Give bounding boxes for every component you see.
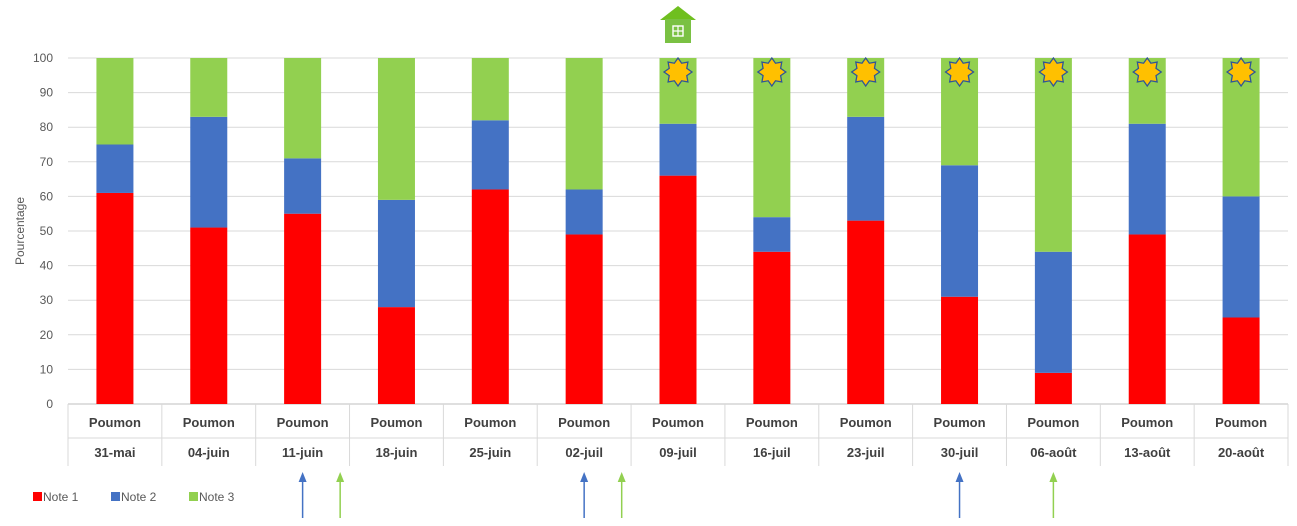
bar-segment (659, 175, 697, 404)
bar-segment (377, 307, 415, 404)
y-axis-label: Pourcentage (13, 197, 27, 265)
bar-segment (565, 58, 603, 190)
bar-segment (190, 58, 228, 117)
x-tick-label: Poumon (183, 415, 235, 430)
star-icon (1038, 56, 1069, 88)
bar-segment (847, 220, 885, 404)
bar-segment (565, 189, 603, 235)
x-tick-label: 23-juil (847, 445, 885, 460)
x-tick-label: Poumon (746, 415, 798, 430)
arrow-icon (1049, 472, 1058, 518)
legend-label: Note 1 (43, 490, 79, 504)
legend-label: Note 2 (121, 490, 157, 504)
y-tick-label: 70 (40, 155, 54, 169)
bar-segment (1034, 372, 1072, 404)
x-tick-label: Poumon (1027, 415, 1079, 430)
bar-segment (1222, 317, 1260, 404)
x-tick-label: 25-juin (469, 445, 511, 460)
x-tick-label: Poumon (840, 415, 892, 430)
x-tick-label: 04-juin (188, 445, 230, 460)
bar-segment (1034, 251, 1072, 373)
y-tick-label: 0 (46, 397, 53, 411)
y-tick-label: 30 (40, 293, 54, 307)
bar-segment (941, 296, 979, 404)
arrow-icon (580, 472, 589, 518)
bar-segment (753, 217, 791, 252)
bar-segment (565, 234, 603, 404)
bar-segment (377, 58, 415, 200)
x-tick-label: Poumon (277, 415, 329, 430)
x-axis: Poumon 31-mai Poumon 04-juin Poumon 11-juin Po… (67, 404, 1289, 466)
bar-segment (284, 58, 322, 159)
arrow-icon (955, 472, 964, 518)
y-tick-label: 90 (40, 86, 54, 100)
bar-segment (471, 120, 509, 190)
legend-swatch (33, 492, 42, 501)
arrow-icon (298, 472, 307, 518)
house-icon (660, 6, 696, 43)
x-tick-label: 20-août (1218, 445, 1265, 460)
y-tick-label: 10 (40, 362, 54, 376)
x-tick-label: Poumon (89, 415, 141, 430)
bar-segment (96, 192, 134, 404)
bars (96, 58, 1260, 404)
bar-segment (847, 116, 885, 221)
legend-label: Note 3 (199, 490, 235, 504)
x-tick-label: 30-juil (941, 445, 979, 460)
star-icon (850, 56, 881, 88)
x-tick-label: 06-août (1030, 445, 1077, 460)
x-tick-label: Poumon (464, 415, 516, 430)
x-tick-label: Poumon (934, 415, 986, 430)
bar-segment (471, 58, 509, 121)
bar-segment (471, 189, 509, 404)
bar-segment (190, 116, 228, 228)
bar-segment (190, 227, 228, 404)
bar-segment (96, 58, 134, 145)
bar-segment (1034, 58, 1072, 252)
y-tick-label: 60 (40, 189, 54, 203)
bar-segment (284, 213, 322, 404)
star-icon (1132, 56, 1163, 88)
y-axis-ticks: 0 10 20 30 40 50 60 70 80 90 100 (33, 51, 53, 411)
legend-swatch (111, 492, 120, 501)
x-tick-label: Poumon (652, 415, 704, 430)
star-icon (944, 56, 975, 88)
bar-segment (377, 199, 415, 308)
star-icon (1225, 56, 1257, 88)
y-tick-label: 40 (40, 259, 54, 273)
y-tick-label: 80 (40, 120, 54, 134)
bar-segment (96, 144, 134, 193)
x-tick-label: 18-juin (376, 445, 418, 460)
bar-segment (1128, 123, 1166, 235)
star-icon (662, 56, 694, 88)
bar-segment (941, 165, 979, 297)
x-tick-label: 16-juil (753, 445, 791, 460)
y-tick-label: 20 (40, 328, 54, 342)
arrow-icon (617, 472, 626, 518)
x-tick-label: 11-juin (282, 445, 323, 460)
annotations (298, 6, 1257, 518)
legend-swatch (189, 492, 198, 501)
x-tick-label: Poumon (1215, 415, 1267, 430)
x-tick-label: 02-juil (565, 445, 603, 460)
bar-segment (753, 251, 791, 404)
star-icon (756, 56, 787, 88)
legend: Note 1 Note 2 Note 3 (33, 490, 235, 504)
bar-segment (1128, 234, 1166, 404)
y-tick-label: 100 (33, 51, 53, 65)
bar-segment (284, 158, 322, 214)
y-tick-label: 50 (40, 224, 54, 238)
bar-segment (1222, 196, 1260, 318)
x-tick-label: 09-juil (659, 445, 697, 460)
x-tick-label: Poumon (370, 415, 422, 430)
bar-segment (659, 123, 697, 176)
x-tick-label: Poumon (1121, 415, 1173, 430)
arrow-icon (336, 472, 345, 518)
x-tick-label: 31-mai (94, 445, 135, 460)
x-tick-label: 13-août (1124, 445, 1171, 460)
x-tick-label: Poumon (558, 415, 610, 430)
